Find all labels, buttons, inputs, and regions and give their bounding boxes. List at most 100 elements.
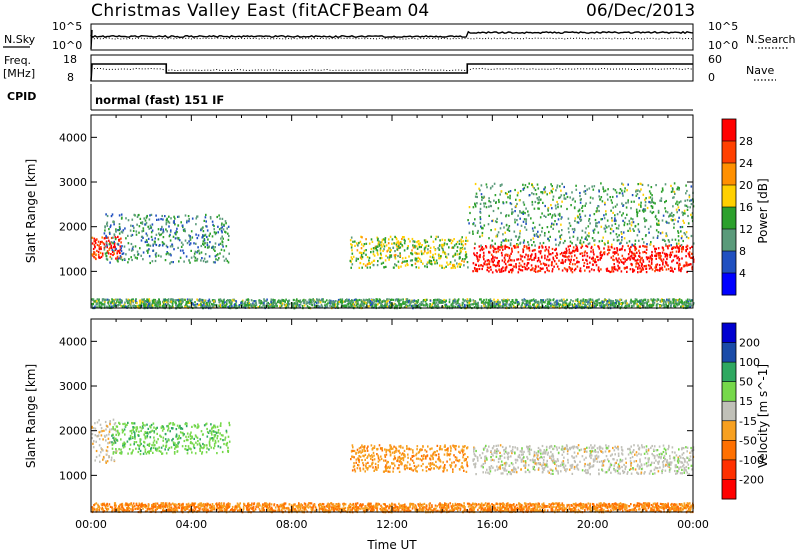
echo-cell	[367, 262, 370, 265]
echo-cell	[523, 305, 525, 308]
echo-cell	[504, 192, 507, 195]
freq-left-tick-bottom: 8	[67, 71, 74, 84]
echo-cell	[627, 201, 629, 204]
echo-cell	[418, 266, 420, 269]
echo-cell	[518, 199, 521, 202]
echo-cell	[667, 305, 670, 308]
echo-cell	[191, 436, 193, 440]
echo-cell	[644, 298, 647, 301]
echo-cell	[638, 245, 641, 248]
echo-cell	[608, 298, 610, 301]
echo-cell	[405, 305, 408, 308]
echo-cell	[583, 254, 586, 257]
echo-cell	[639, 190, 641, 193]
echo-cell	[103, 237, 106, 240]
velocity-data	[91, 418, 695, 514]
echo-cell	[394, 250, 396, 253]
echo-cell	[605, 303, 608, 306]
echo-cell	[355, 257, 358, 260]
echo-cell	[395, 264, 398, 267]
echo-cell	[108, 455, 110, 458]
echo-cell	[671, 190, 674, 193]
echo-cell	[504, 262, 507, 265]
echo-cell	[109, 421, 111, 424]
echo-cell	[167, 252, 169, 255]
echo-cell	[533, 187, 535, 190]
echo-cell	[592, 197, 594, 200]
echo-cell	[452, 266, 454, 269]
echo-cell	[431, 263, 433, 266]
echo-cell	[373, 303, 376, 306]
echo-cell	[146, 300, 149, 304]
echo-cell	[593, 185, 596, 188]
echo-cell	[569, 196, 571, 199]
echo-cell	[472, 270, 474, 273]
echo-cell	[129, 301, 132, 304]
echo-cell	[439, 244, 441, 247]
echo-cell	[517, 238, 519, 241]
cpid-value: normal (fast) 151 IF	[95, 93, 224, 107]
echo-cell	[157, 304, 159, 308]
echo-cell	[213, 228, 215, 231]
echo-cell	[123, 305, 126, 308]
echo-cell	[111, 428, 113, 431]
echo-cell	[101, 254, 104, 257]
echo-cell	[102, 449, 104, 452]
echo-cell	[576, 248, 579, 251]
echo-cell	[127, 234, 129, 237]
nsky-panel: N.Sky 10^5 10^0 10^5 10^0 N.Search	[3, 20, 796, 52]
echo-cell	[382, 304, 385, 308]
echo-cell	[472, 262, 475, 265]
echo-cell	[588, 266, 590, 269]
echo-cell	[570, 269, 572, 272]
echo-cell	[642, 260, 645, 263]
echo-cell	[609, 227, 612, 230]
echo-cell	[103, 243, 106, 246]
echo-cell	[98, 246, 101, 249]
echo-cell	[385, 305, 387, 308]
echo-cell	[438, 298, 440, 301]
echo-cell	[361, 266, 363, 269]
echo-cell	[656, 298, 659, 301]
echo-cell	[118, 250, 120, 253]
echo-cell	[646, 304, 648, 307]
echo-cell	[460, 263, 462, 266]
cpid-label: CPID	[7, 90, 36, 103]
echo-cell	[165, 253, 168, 256]
echo-cell	[360, 235, 362, 238]
echo-cell	[677, 239, 680, 242]
echo-cell	[380, 257, 383, 260]
echo-cell	[399, 303, 401, 306]
echo-cell	[184, 239, 187, 242]
echo-cell	[685, 249, 687, 252]
echo-cell	[577, 221, 580, 224]
echo-cell	[106, 425, 108, 428]
echo-cell	[452, 255, 454, 258]
echo-cell	[203, 239, 206, 242]
echo-cell	[605, 210, 607, 213]
echo-cell	[564, 197, 567, 200]
echo-cell	[120, 230, 123, 233]
echo-cell	[351, 244, 353, 247]
echo-cell	[581, 299, 584, 302]
echo-cell	[170, 217, 172, 220]
echo-cell	[576, 214, 579, 217]
echo-cell	[626, 270, 628, 273]
echo-cell	[541, 244, 543, 247]
echo-cell	[647, 264, 650, 267]
nsky-left-tick-bottom: 10^0	[52, 39, 82, 52]
echo-cell	[197, 234, 200, 237]
echo-cell	[120, 213, 123, 216]
echo-cell	[104, 229, 106, 232]
echo-cell	[522, 212, 524, 215]
echo-cell	[311, 301, 313, 304]
echo-cell	[98, 454, 101, 457]
echo-cell	[626, 223, 629, 226]
echo-cell	[567, 217, 570, 220]
echo-cell	[681, 211, 684, 214]
echo-cell	[678, 259, 680, 262]
echo-cell	[508, 257, 511, 260]
echo-cell	[600, 303, 603, 306]
echo-cell	[544, 204, 546, 208]
echo-cell	[196, 298, 198, 301]
